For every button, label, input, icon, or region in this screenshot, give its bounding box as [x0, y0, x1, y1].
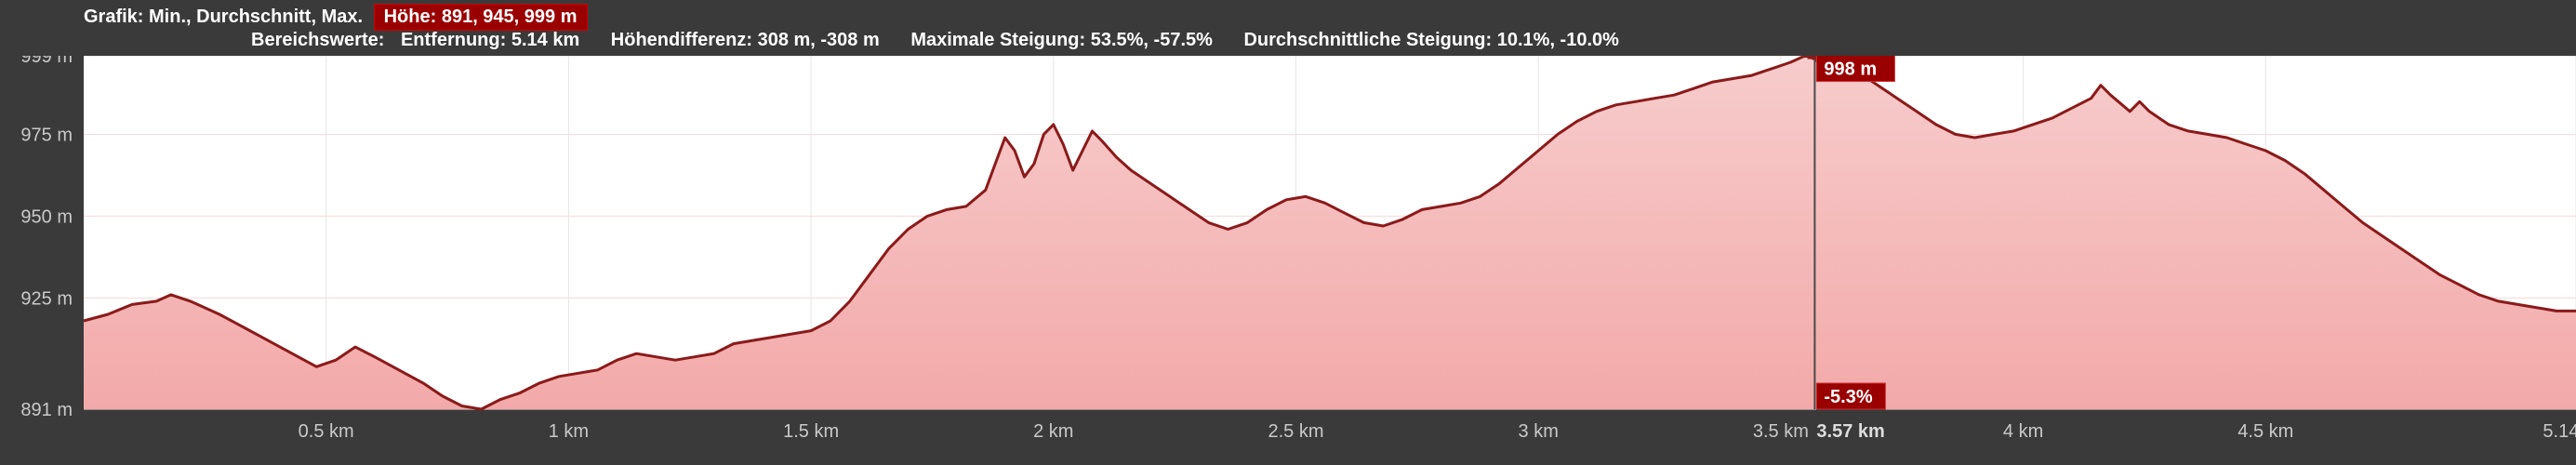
svg-text:999 m: 999 m — [20, 56, 73, 67]
svg-text:4 km: 4 km — [2003, 421, 2043, 442]
svg-text:4.5 km: 4.5 km — [2237, 421, 2293, 442]
svg-text:3.57 km: 3.57 km — [1816, 421, 1884, 442]
range-values-label: Bereichswerte: — [251, 30, 384, 51]
svg-text:998 m: 998 m — [1824, 60, 1877, 80]
svg-text:950 m: 950 m — [20, 206, 73, 227]
stat-max-grade: Maximale Steigung: 53.5%, -57.5% — [910, 30, 1213, 51]
stat-distance: Entfernung: 5.14 km — [401, 30, 579, 51]
stat-elev-diff: Höhendifferenz: 308 m, -308 m — [611, 30, 880, 51]
stat-avg-grade: Durchschnittliche Steigung: 10.1%, -10.0… — [1243, 30, 1618, 51]
svg-text:891 m: 891 m — [20, 400, 73, 420]
svg-text:975 m: 975 m — [20, 125, 73, 145]
svg-text:1.5 km: 1.5 km — [783, 421, 839, 442]
elevation-minavgmax-badge: Höhe: 891, 945, 999 m — [374, 4, 588, 31]
svg-text:3.5 km: 3.5 km — [1753, 421, 1809, 442]
svg-text:2 km: 2 km — [1033, 421, 1073, 442]
elevation-chart[interactable]: 891 m 925 m 950 m 975 m 999 m 0.5 km 1 km 1.5 k… — [0, 56, 2576, 465]
svg-text:1 km: 1 km — [549, 421, 589, 442]
svg-text:5.14 km: 5.14 km — [2543, 421, 2576, 442]
graph-stats-label: Grafik: Min., Durchschnitt, Max. — [84, 7, 363, 28]
svg-text:925 m: 925 m — [20, 288, 73, 309]
svg-text:3 km: 3 km — [1519, 421, 1559, 442]
svg-text:-5.3%: -5.3% — [1824, 387, 1872, 407]
stats-header: Grafik: Min., Durchschnitt, Max. Höhe: 8… — [0, 0, 2576, 56]
svg-text:2.5 km: 2.5 km — [1268, 421, 1323, 442]
svg-text:0.5 km: 0.5 km — [299, 421, 354, 442]
